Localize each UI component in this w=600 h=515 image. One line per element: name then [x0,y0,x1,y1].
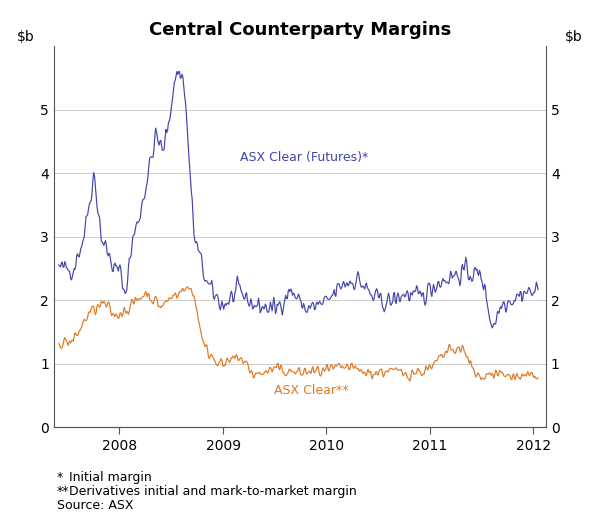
Text: ASX Clear**: ASX Clear** [274,384,349,398]
Text: Initial margin: Initial margin [69,471,152,484]
Text: Source: ASX: Source: ASX [57,499,133,512]
Text: $b: $b [565,30,583,44]
Title: Central Counterparty Margins: Central Counterparty Margins [149,21,451,39]
Text: **: ** [57,485,70,498]
Text: Derivatives initial and mark-to-market margin: Derivatives initial and mark-to-market m… [69,485,357,498]
Text: $b: $b [17,30,35,44]
Text: *: * [57,471,63,484]
Text: ASX Clear (Futures)*: ASX Clear (Futures)* [240,151,368,164]
